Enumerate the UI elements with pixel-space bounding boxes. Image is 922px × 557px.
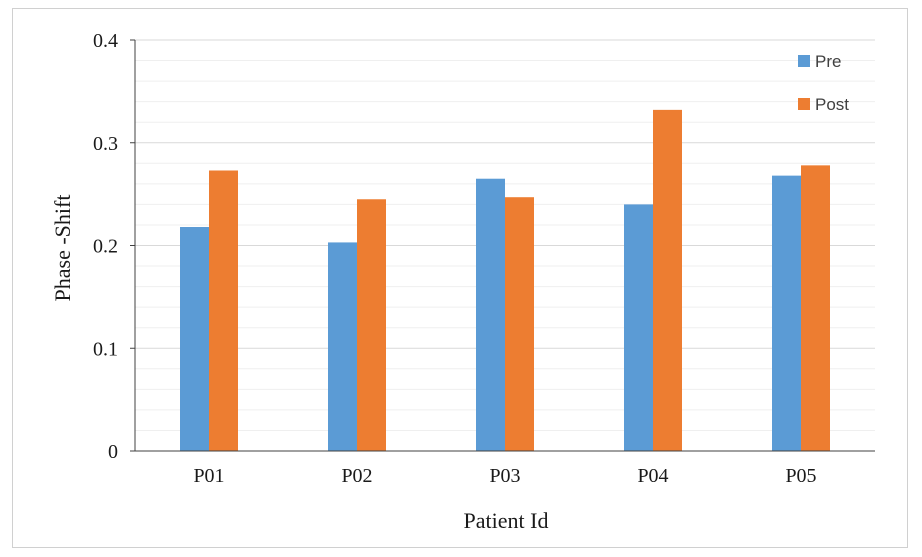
y-axis-title: Phase -Shift	[50, 195, 75, 302]
bar-pre-p04	[624, 204, 653, 451]
legend-label-pre: Pre	[815, 52, 841, 71]
y-tick-labels: 0 0.1 0.2 0.3 0.4	[93, 30, 118, 463]
y-tick-label: 0	[108, 441, 118, 463]
bar-post-p02	[357, 199, 386, 451]
legend: Pre Post	[798, 52, 849, 114]
chart-frame	[12, 8, 908, 548]
bar-post-p05	[801, 165, 830, 452]
axes	[130, 39, 875, 452]
bar-pre-p03	[476, 178, 505, 451]
bar-pre-p01	[180, 227, 209, 451]
bar-post-p03	[505, 197, 534, 451]
bar-pre-p05	[772, 175, 801, 451]
bar-post-p04	[653, 109, 682, 452]
x-tick-label: P01	[193, 465, 224, 487]
x-tick-label: P03	[489, 465, 520, 487]
x-axis-title: Patient Id	[464, 508, 549, 533]
y-tick-label: 0.2	[93, 236, 118, 258]
bars	[180, 109, 830, 452]
y-tick-label: 0.1	[93, 338, 118, 360]
x-tick-labels: P01 P02 P03 P04 P05	[193, 465, 816, 487]
legend-swatch-pre	[798, 55, 810, 67]
x-tick-label: P04	[637, 465, 668, 487]
y-tick-label: 0.4	[93, 30, 118, 52]
x-tick-label: P02	[341, 465, 372, 487]
bar-post-p01	[209, 170, 238, 451]
legend-swatch-post	[798, 98, 810, 110]
y-tick-label: 0.3	[93, 133, 118, 155]
legend-label-post: Post	[815, 95, 849, 114]
bar-pre-p02	[328, 242, 357, 451]
x-tick-label: P05	[785, 465, 816, 487]
